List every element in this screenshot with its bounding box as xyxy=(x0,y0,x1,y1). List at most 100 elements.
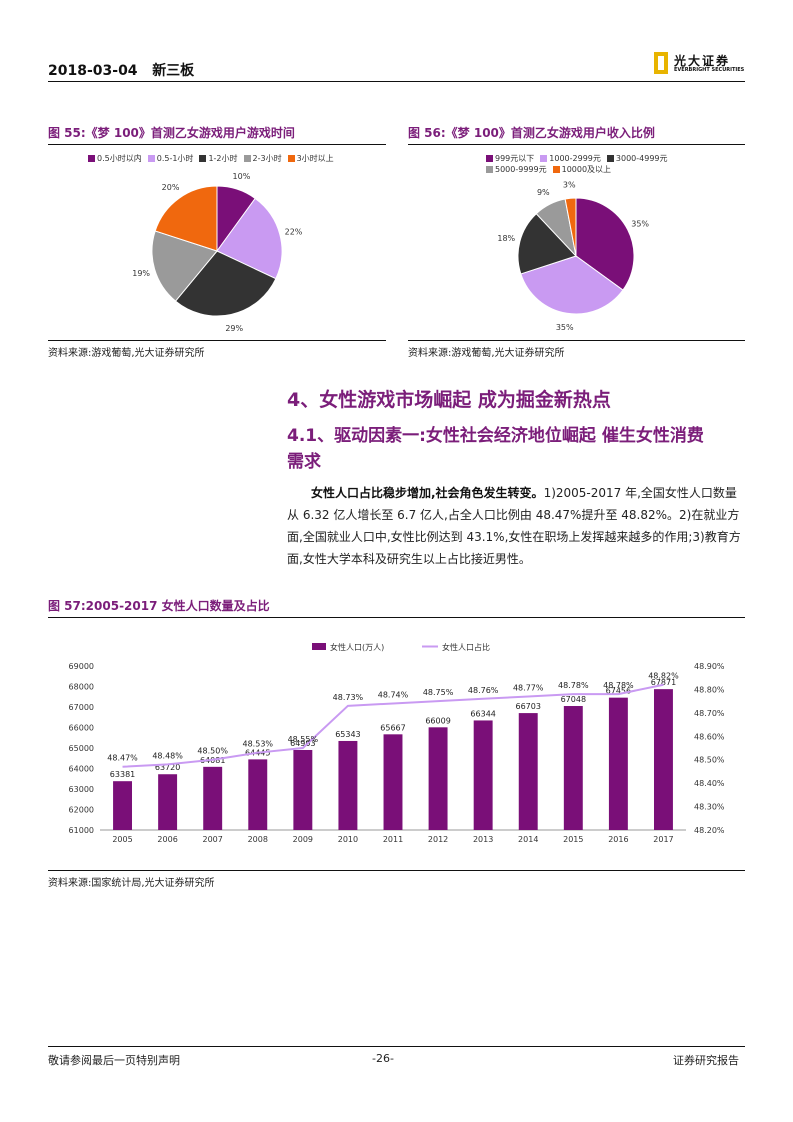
fig57-y-tick-label: 66000 xyxy=(69,724,94,733)
fig57-x-tick-label: 2015 xyxy=(563,835,583,844)
fig57-bar xyxy=(338,740,358,830)
fig57-line-value-label: 48.82% xyxy=(648,672,679,681)
fig55-slice-label: 20% xyxy=(162,183,180,192)
fig57-y2-tick-label: 48.70% xyxy=(694,709,725,718)
fig57-bar xyxy=(383,734,403,830)
fig56-legend-item: 1000-2999元 xyxy=(540,153,601,164)
fig57-y-tick-label: 62000 xyxy=(69,806,94,815)
fig57-legend: 女性人口(万人) 女性人口占比 xyxy=(312,642,490,652)
fig57-y2-tick-label: 48.90% xyxy=(694,662,725,671)
fig55-legend-swatch xyxy=(88,155,95,162)
fig56-legend-item: 3000-4999元 xyxy=(606,153,668,164)
header-category: 新三板 xyxy=(152,63,195,79)
fig56-legend-swatch xyxy=(486,166,493,173)
fig57-x-tick-label: 2006 xyxy=(157,835,177,844)
fig57-bar xyxy=(158,774,178,830)
fig55-legend-swatch xyxy=(199,155,207,162)
fig57-line-value-label: 48.55% xyxy=(288,735,319,744)
fig57-x-tick-label: 2013 xyxy=(473,835,493,844)
footer-page-number: -26- xyxy=(372,1052,394,1065)
fig57-bar xyxy=(563,706,583,830)
fig56-source: 资料来源:游戏葡萄,光大证券研究所 xyxy=(408,348,565,359)
fig57-line-value-label: 48.75% xyxy=(423,688,454,697)
fig57-legend-bar-label: 女性人口(万人) xyxy=(330,642,384,652)
fig55-legend-item: 0.5小时以内 xyxy=(88,153,142,164)
fig56-legend-swatch xyxy=(486,155,493,162)
section-heading-2: 4.1、驱动因素一:女性社会经济地位崛起 催生女性消费 需求 xyxy=(287,423,747,475)
footer-report-type: 证券研究报告 xyxy=(673,1054,739,1067)
fig56-legend-item: 10000及以上 xyxy=(552,164,611,175)
fig56-slice xyxy=(517,213,577,275)
fig57-line-value-label: 48.47% xyxy=(107,754,138,763)
fig56-legend-item: 5000-9999元 xyxy=(486,164,547,175)
fig57-line-value-label: 48.77% xyxy=(513,683,544,692)
fig56-legend-label: 1000-2999元 xyxy=(549,154,601,163)
fig55-slice-label: 22% xyxy=(285,227,303,236)
fig55-bottom-rule xyxy=(48,340,386,341)
fig57-y-tick-label: 64000 xyxy=(69,765,94,774)
fig55-legend-item: 3小时以上 xyxy=(287,153,334,164)
section-heading-2-line1: 4.1、驱动因素一:女性社会经济地位崛起 催生女性消费 xyxy=(287,426,704,446)
fig56-slice xyxy=(520,255,624,315)
fig57-bar xyxy=(518,713,538,830)
fig57-y-tick-label: 69000 xyxy=(69,662,94,671)
footer-disclaimer: 敬请参阅最后一页特别声明 xyxy=(48,1054,180,1067)
fig55-legend-swatch xyxy=(243,155,251,162)
fig57-bottom-rule xyxy=(48,870,745,871)
fig56-pie-chart: 35% 35% 18% 9% 3% xyxy=(497,180,649,332)
fig57-legend-bar-swatch xyxy=(312,643,326,650)
fig57-line-value-label: 48.48% xyxy=(152,751,183,760)
fig56-legend-swatch xyxy=(606,155,614,162)
fig57-bar-value-label: 64903 xyxy=(290,739,315,748)
fig55-slice-label: 10% xyxy=(233,172,251,181)
fig55-legend-label: 0.5小时以内 xyxy=(97,154,142,163)
fig57-bar xyxy=(653,689,673,830)
fig57-y-tick-label: 65000 xyxy=(69,744,94,753)
fig56-legend-label: 3000-4999元 xyxy=(615,154,668,163)
fig57-bar-value-label: 66009 xyxy=(425,716,450,725)
fig57-bar xyxy=(428,727,448,830)
fig57-bar-value-label: 66703 xyxy=(516,702,541,711)
fig57-x-tick-label: 2014 xyxy=(518,835,538,844)
fig56-legend-swatch xyxy=(540,155,548,162)
fig57-legend-line-label: 女性人口占比 xyxy=(442,642,490,652)
fig55-slice xyxy=(151,230,218,302)
fig55-slice xyxy=(154,185,218,252)
fig56-slice-label: 3% xyxy=(563,180,576,189)
fig57-y2-tick-label: 48.60% xyxy=(694,732,725,741)
fig55-source: 资料来源:游戏葡萄,光大证券研究所 xyxy=(48,348,205,359)
fig57-line-value-label: 48.73% xyxy=(333,693,364,702)
fig57-top-rule xyxy=(48,617,745,618)
fig57-source: 资料来源:国家统计局,光大证券研究所 xyxy=(48,878,215,889)
fig55-slice-label: 19% xyxy=(132,269,150,278)
fig55-legend: 0.5小时以内 0.5-1小时 1-2小时 2-3小时 3小时以上 xyxy=(88,153,388,164)
fig57-line-value-label: 48.53% xyxy=(243,740,274,749)
fig56-legend: 999元以下 1000-2999元 3000-4999元 5000-9999元 1000… xyxy=(486,153,696,175)
footer-rule xyxy=(48,1046,745,1047)
fig57-x-tick-label: 2008 xyxy=(248,835,268,844)
fig56-slice xyxy=(575,197,635,291)
fig56-top-rule xyxy=(408,144,745,145)
fig57-y2-tick-label: 48.40% xyxy=(694,779,725,788)
fig57-bar-value-label: 66344 xyxy=(470,709,495,718)
fig57-y2-tick-label: 48.30% xyxy=(694,803,725,812)
section-heading-1: 4、女性游戏市场崛起 成为掘金新热点 xyxy=(287,389,611,411)
fig57-bar-value-label: 67871 xyxy=(651,678,676,687)
fig55-legend-label: 3小时以上 xyxy=(296,154,334,163)
header-date-category: 2018-03-04 新三板 xyxy=(48,60,194,80)
fig57-combo-chart: 女性人口(万人) 女性人口占比 61000 62000 63000 64000 65000 6… xyxy=(69,642,725,844)
fig57-line-value-label: 48.76% xyxy=(468,686,499,695)
fig57-bar xyxy=(203,766,223,830)
fig57-x-tick-label: 2012 xyxy=(428,835,448,844)
fig57-y-tick-label: 68000 xyxy=(69,683,94,692)
fig57-y2-tick-label: 48.20% xyxy=(694,826,725,835)
fig57-bar-value-label: 67456 xyxy=(606,687,631,696)
fig55-title: 图 55:《梦 100》首测乙女游戏用户游戏时间 xyxy=(48,126,295,140)
header-rule xyxy=(48,81,745,82)
fig57-x-tick-label: 2011 xyxy=(383,835,403,844)
fig55-legend-item: 1-2小时 xyxy=(199,153,238,164)
fig57-x-tick-label: 2017 xyxy=(653,835,673,844)
fig57-bar xyxy=(608,697,628,830)
fig55-legend-swatch xyxy=(287,155,295,162)
fig55-legend-label: 2-3小时 xyxy=(252,154,282,163)
